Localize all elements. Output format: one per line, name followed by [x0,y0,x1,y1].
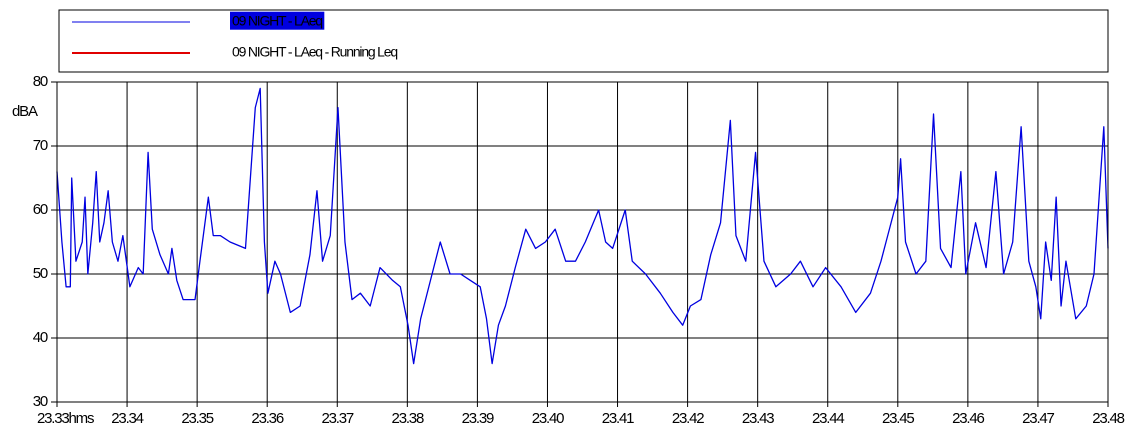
y-tick-label: 50 [33,265,48,282]
y-tick-label: 80 [33,73,48,90]
y-tick-label: 70 [33,137,48,154]
y-tick-label: 60 [33,201,48,218]
x-tick-label: 23.39 [462,410,494,427]
plot-area [57,82,1108,402]
x-tick-label: 23.45 [882,410,914,427]
x-tick-label: 23.46 [952,410,984,427]
x-tick-label: 23.44 [812,410,844,427]
legend-highlight [230,11,325,30]
legend-label: 09 NIGHT - LAeq - Running Leq [232,44,397,60]
x-tick-label: 23.37 [321,410,353,427]
x-tick-label: 23.48 [1092,410,1124,427]
x-tick-label: 23.34 [111,410,143,427]
y-tick-label: 40 [33,329,48,346]
x-tick-label: 23.41 [602,410,634,427]
x-tick-label: 23.35 [181,410,213,427]
x-tick-label: 23.40 [532,410,564,427]
x-tick-label: 23.42 [672,410,704,427]
series-line [56,87,1109,365]
plot-border [56,81,1109,403]
x-tick-label: 23.36 [251,410,283,427]
legend-box [58,9,1109,73]
x-tick-label: 23.43 [742,410,774,427]
x-tick-label: 23.47 [1022,410,1054,427]
x-tick-label: 23.38 [392,410,424,427]
x-tick-label: 23.33hms [37,410,94,427]
legend-label: 09 NIGHT - LAeq [232,13,322,29]
y-tick-label: 30 [33,393,48,410]
y-axis-label: dBA [12,103,38,120]
